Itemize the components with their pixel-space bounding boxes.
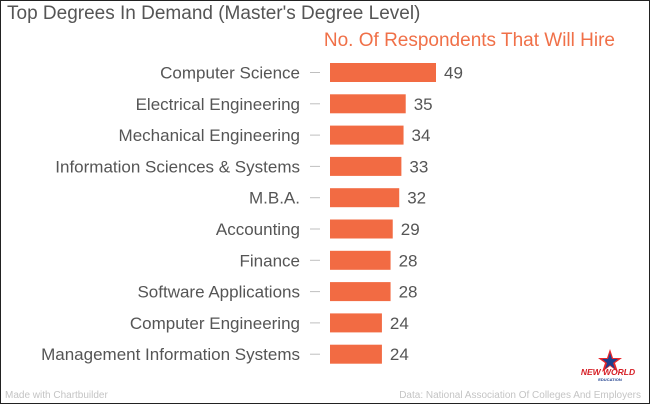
category-label: Finance — [240, 251, 300, 270]
category-label: Management Information Systems — [41, 345, 300, 364]
category-label: Computer Engineering — [130, 314, 300, 333]
data-label: 49 — [444, 64, 463, 83]
chart-title: Top Degrees In Demand (Master's Degree L… — [7, 3, 421, 24]
footer-source: Data: National Association Of Colleges A… — [399, 390, 641, 401]
category-label: Software Applications — [137, 283, 300, 302]
data-label: 29 — [401, 220, 420, 239]
data-label: 28 — [399, 283, 418, 302]
series-label: No. Of Respondents That Will Hire — [323, 30, 615, 51]
bar — [330, 219, 393, 239]
category-label: M.B.A. — [249, 189, 300, 208]
data-label: 35 — [414, 95, 433, 114]
bar — [330, 94, 406, 114]
data-label: 24 — [390, 314, 409, 333]
data-label: 34 — [412, 126, 431, 145]
bar — [330, 188, 400, 208]
bar — [330, 344, 382, 364]
category-label: Information Sciences & Systems — [55, 157, 300, 176]
category-label: Electrical Engineering — [136, 95, 300, 114]
category-label: Mechanical Engineering — [119, 126, 300, 145]
data-label: 33 — [409, 157, 428, 176]
bar — [330, 156, 402, 176]
bar — [330, 313, 382, 333]
category-label: Computer Science — [160, 64, 300, 83]
category-label: Accounting — [216, 220, 300, 239]
bar — [330, 250, 391, 270]
logo-text-top: NEW WORLD — [581, 367, 635, 377]
logo-text-bottom: EDUCATION — [598, 377, 622, 382]
footer-credit: Made with Chartbuilder — [5, 390, 108, 401]
data-label: 28 — [399, 251, 418, 270]
data-label: 32 — [407, 189, 426, 208]
new-world-education-logo: NEW WORLD EDUCATION — [580, 348, 636, 387]
bar — [330, 63, 436, 82]
bar — [330, 125, 404, 145]
data-label: 24 — [390, 345, 409, 364]
bar — [330, 282, 391, 302]
